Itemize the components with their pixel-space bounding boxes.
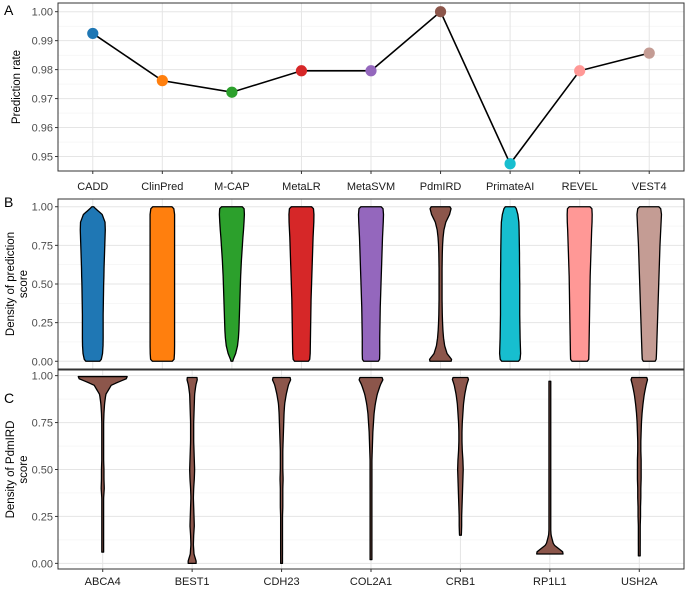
y-tick-label: 0.25 (32, 318, 53, 330)
y-axis-label-line: score (18, 455, 30, 483)
x-tick-label: CADD (77, 181, 108, 193)
x-tick-label: REVEL (562, 181, 598, 193)
panel-border (57, 198, 685, 370)
x-tick-label: PdmIRD (420, 181, 462, 193)
violin-clinpred (149, 206, 176, 362)
y-tick-label: 0.96 (32, 123, 53, 135)
violin-metalr (288, 206, 315, 362)
y-tick-label: 0.00 (32, 558, 53, 570)
x-tick-label: M-CAP (214, 181, 249, 193)
panel-label: A (4, 2, 14, 18)
y-axis-label: Density of PdmIRDscore (5, 421, 30, 519)
data-point (434, 6, 447, 18)
x-tick-label: ClinPred (141, 181, 183, 193)
y-tick-label: 0.50 (32, 279, 53, 291)
x-tick-label: VEST4 (632, 181, 667, 193)
y-tick-label: 0.50 (32, 465, 53, 477)
x-tick-label: CRB1 (446, 576, 475, 588)
y-tick-label: 0.75 (32, 240, 53, 252)
y-axis-label: Prediction rate (11, 50, 23, 124)
x-tick-label: MetaLR (282, 181, 321, 193)
y-tick-label: 1.00 (32, 7, 53, 19)
y-tick-label: 0.99 (32, 36, 53, 48)
violin-crb1 (451, 376, 470, 536)
data-point (504, 158, 516, 170)
y-axis-label-line: Density of prediction (5, 232, 17, 336)
data-point (365, 65, 377, 77)
x-tick-label: CDH23 (264, 576, 300, 588)
y-tick-label: 1.00 (32, 202, 53, 214)
violin-ush2a (630, 376, 649, 557)
violin-best1 (186, 376, 198, 565)
violin-cdh23 (271, 376, 292, 565)
data-point (643, 47, 655, 59)
y-axis-label: Density of predictionscore (5, 232, 30, 336)
data-point (87, 27, 99, 40)
x-tick-label: PrimateAI (486, 181, 534, 193)
violin-cadd (79, 206, 106, 362)
x-tick-label: COL2A1 (350, 576, 392, 588)
panel-a: 0.95 0.96 0.97 0.98 0.99 1.00 CADD ClinPred M-CA… (4, 2, 685, 193)
panel-border (57, 369, 685, 570)
panel-border (57, 2, 685, 172)
violin-m-cap (218, 206, 246, 362)
panel-label: C (4, 390, 14, 406)
violin-rp1l1 (536, 380, 564, 555)
y-tick-label: 0.97 (32, 94, 53, 106)
violin-primateai (498, 206, 522, 362)
y-tick-label: 0.98 (32, 65, 53, 77)
x-tick-label: RP1L1 (533, 576, 567, 588)
violin-vest4 (636, 206, 663, 362)
y-tick-label: 0.75 (32, 418, 53, 430)
y-axis-label-line: Density of PdmIRD (5, 421, 17, 519)
violin-revel (566, 206, 593, 362)
x-tick-label: BEST1 (175, 576, 210, 588)
x-tick-label: MetaSVM (347, 181, 395, 193)
violin-pdmird (428, 206, 453, 362)
y-tick-label: 1.00 (32, 371, 53, 383)
violin-col2a1 (358, 376, 384, 561)
x-tick-label: USH2A (621, 576, 658, 588)
y-tick-label: 0.00 (32, 356, 53, 368)
violin-abca4 (77, 375, 128, 553)
x-tick-label: ABCA4 (85, 576, 121, 588)
y-tick-label: 0.95 (32, 152, 53, 164)
violin-metasvm (357, 206, 385, 362)
data-point (295, 65, 308, 77)
data-point (226, 86, 238, 98)
panel-c: 0.00 0.25 0.50 0.75 1.00 ABCA4 BEST1 CDH23 COL2A… (4, 369, 685, 588)
data-point (156, 75, 168, 87)
y-tick-label: 0.25 (32, 511, 53, 523)
panel-label: B (4, 194, 13, 210)
panel-b: 0.000.250.500.751.00CADDClinPredM-CAPMet… (4, 194, 685, 390)
y-axis-label-line: score (18, 270, 30, 298)
data-point (574, 65, 586, 77)
